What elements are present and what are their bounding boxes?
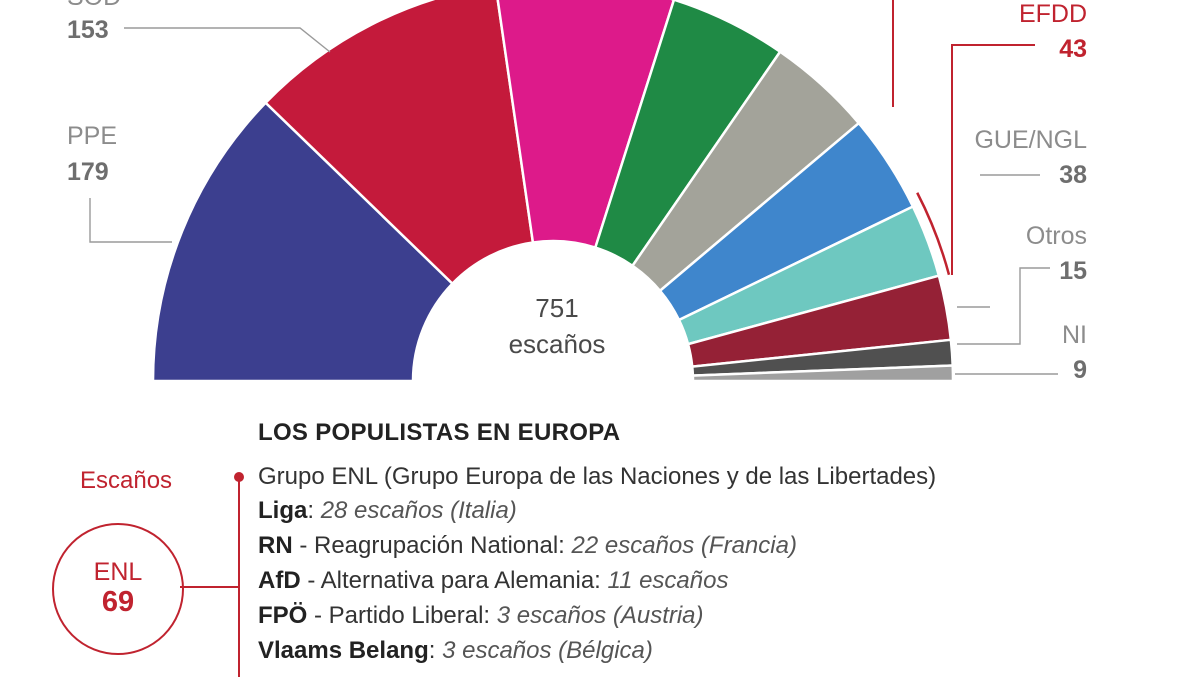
leader-ppe [89,198,172,243]
efdd-bracket-arc [916,192,951,276]
party-row: Liga: 28 escaños (Italia) [258,497,517,525]
populists-section: LOS POPULISTAS EN EUROPA Escaños ENL 69 … [0,405,1199,677]
label-guengl-name: GUE/NGL [974,126,1087,154]
label-ppe-name: PPE [67,122,117,150]
leader-efdd-bracket [951,44,1035,275]
label-guengl-value: 38 [1059,161,1087,189]
hemicycle-segment-1 [263,0,535,286]
bracket-dot [234,472,244,482]
party-row: FPÖ - Partido Liberal: 3 escaños (Austri… [258,602,704,630]
party-name: Liga [258,497,308,524]
bracket-line [238,477,240,677]
seats-heading: Escaños [80,467,173,494]
party-row: RN - Reagrupación National: 22 escaños (… [258,532,797,560]
party-sep: : [428,637,443,664]
label-ppe-value: 179 [67,158,109,186]
label-sod-name: SOD [67,0,121,11]
label-efdd-name: EFDD [1019,0,1087,28]
party-desc: Reagrupación National: [314,532,572,559]
hemicycle-segment-2 [496,0,676,250]
label-otros-value: 15 [1059,257,1087,285]
party-name: Vlaams Belang [258,637,429,664]
baseline-mask [0,381,1199,410]
party-seats: 28 escaños (Italia) [320,497,517,524]
label-ni-name: NI [1062,321,1087,349]
total-seats-sublabel: escaños [509,329,606,359]
segments-layer [151,0,955,383]
party-row: AfD - Alternativa para Alemania: 11 esca… [258,567,728,595]
party-seats: 3 escaños (Austria) [496,602,704,629]
circle-connector [180,586,238,588]
hemicycle-segment-0 [151,100,455,383]
enl-seats-circle: ENL 69 [52,523,184,655]
party-sep: - [307,602,329,629]
party-name: FPÖ [258,602,308,629]
group-description: Grupo ENL (Grupo Europa de las Naciones … [258,463,937,490]
party-seats: 11 escaños [607,567,729,594]
party-seats: 3 escaños (Bélgica) [442,637,653,664]
party-sep: : [307,497,321,524]
leader-otros [957,267,1050,345]
overlay-layer [0,192,1199,410]
populists-title: LOS POPULISTAS EN EUROPA [258,419,621,446]
party-sep: - [292,532,314,559]
party-name: RN [258,532,293,559]
enl-group-seats: 69 [101,585,135,618]
party-sep: - [300,567,321,594]
party-row: Vlaams Belang: 3 escaños (Bélgica) [258,637,653,665]
label-ni-value: 9 [1073,356,1087,384]
label-efdd-value: 43 [1059,35,1087,63]
enl-group-name: ENL [93,558,143,587]
label-sod-value: 153 [67,16,109,44]
party-name: AfD [258,567,301,594]
party-desc: Partido Liberal: [328,602,497,629]
party-seats: 22 escaños (Francia) [571,532,797,559]
label-otros-name: Otros [1026,222,1087,250]
total-seats-label: 751 [535,293,578,323]
leader-sod [124,27,331,53]
hemicycle-chart: 751 escaños SOD 153 PPE 179 EFDD 43 GUE/… [0,0,1199,410]
party-desc: Alternativa para Alemania: [320,567,608,594]
